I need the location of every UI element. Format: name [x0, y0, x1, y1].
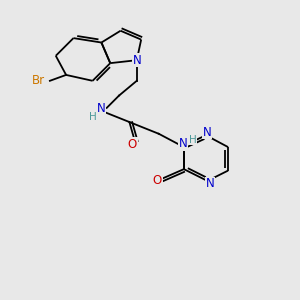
Text: N: N [203, 126, 212, 139]
Text: Br: Br [32, 74, 45, 87]
Text: N: N [97, 102, 106, 115]
Text: N: N [178, 137, 188, 150]
Text: H: H [89, 112, 97, 122]
Text: O: O [128, 138, 137, 151]
Text: O: O [153, 174, 162, 188]
Text: N: N [132, 54, 141, 67]
Text: N: N [206, 177, 215, 190]
Text: H: H [189, 135, 196, 145]
